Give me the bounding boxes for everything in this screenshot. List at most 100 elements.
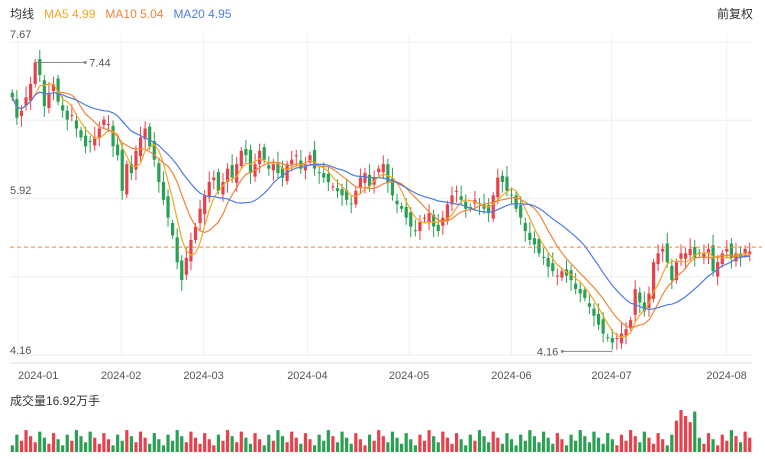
- candle-body: [418, 222, 422, 232]
- volume-bar: [615, 445, 619, 452]
- volume-bar: [555, 433, 559, 452]
- volume-bar: [225, 430, 230, 452]
- candle-body: [624, 329, 628, 336]
- volume-bar: [509, 439, 514, 452]
- volume-bar: [390, 431, 395, 452]
- candle-body: [720, 253, 724, 265]
- volume-bar: [587, 442, 592, 452]
- volume-bar: [418, 434, 422, 452]
- ma5-line: [11, 83, 750, 338]
- candle-body: [706, 248, 711, 254]
- volume-bar: [642, 431, 646, 452]
- volume-bar: [148, 443, 152, 452]
- volume-bar: [638, 442, 642, 452]
- candle-body: [647, 293, 651, 308]
- x-tick-label: 2024-04: [287, 370, 327, 382]
- candle-body: [734, 253, 738, 262]
- grid: [10, 34, 752, 364]
- candle-body: [459, 196, 463, 200]
- adjust-price-toggle[interactable]: 前复权: [716, 7, 753, 21]
- volume-bar: [601, 443, 605, 452]
- volume-bar: [514, 445, 518, 452]
- candle-body: [656, 253, 660, 265]
- volume-bar: [363, 445, 367, 452]
- candle-body: [180, 260, 184, 281]
- candle-body: [152, 140, 156, 160]
- volume-bar: [74, 430, 79, 452]
- volume-bar: [51, 433, 56, 452]
- candle-body: [523, 223, 527, 232]
- volume-bar: [725, 440, 729, 452]
- volume-bar: [248, 443, 253, 452]
- volume-bar: [629, 430, 633, 452]
- candle-body: [161, 182, 166, 200]
- candle-body: [551, 263, 555, 272]
- candle-body: [400, 206, 404, 209]
- volume-bar: [19, 440, 24, 452]
- candle-body: [651, 262, 656, 299]
- volume-bar: [381, 436, 385, 452]
- volume-bar: [267, 434, 271, 452]
- volume-bar: [106, 439, 111, 452]
- candle-body: [537, 239, 541, 254]
- legend-ma10: MA10 5.04: [105, 7, 164, 21]
- candle-body: [377, 168, 381, 173]
- candle-body: [83, 135, 88, 147]
- candle-body: [381, 164, 385, 173]
- candle-body: [363, 173, 367, 183]
- candle-body: [674, 262, 679, 281]
- candle-body: [413, 230, 417, 232]
- candle-body: [514, 195, 518, 209]
- volume-bar: [711, 439, 715, 452]
- candle-body: [308, 155, 312, 163]
- volume-bar: [33, 442, 37, 452]
- volume-bar: [491, 431, 495, 452]
- candle-body: [106, 124, 111, 126]
- volume-bar: [56, 439, 60, 452]
- volume-bar: [212, 445, 216, 452]
- volume-bar: [377, 430, 381, 452]
- candle-body: [390, 178, 395, 196]
- candle-body: [47, 92, 51, 108]
- volume-bar: [697, 437, 701, 452]
- candle-body: [661, 248, 665, 252]
- candle-body: [578, 289, 582, 294]
- candle-body: [532, 238, 537, 245]
- candle-body: [335, 188, 340, 191]
- volume-bar: [166, 434, 170, 452]
- candle-body: [56, 78, 60, 102]
- candles: [10, 50, 752, 350]
- max-annotation-dot: [83, 61, 87, 65]
- candle-body: [267, 165, 271, 169]
- candle-body: [454, 190, 459, 192]
- volume-bar: [349, 443, 353, 452]
- volume-bar: [184, 442, 188, 452]
- volume-bar: [280, 436, 285, 452]
- candle-body: [670, 265, 674, 281]
- x-tick-label: 2024-06: [491, 370, 531, 382]
- candle-body: [560, 271, 564, 278]
- candle-body: [235, 164, 239, 183]
- min-annotation-dot: [560, 349, 564, 353]
- candle-body: [519, 205, 523, 218]
- volume-bar: [454, 433, 459, 452]
- volume-bar: [688, 422, 692, 452]
- volume-bar: [65, 434, 69, 452]
- candle-body: [693, 247, 697, 258]
- candle-body: [601, 319, 605, 334]
- candle-body: [212, 177, 216, 181]
- candle-body: [239, 150, 243, 166]
- candle-body: [491, 195, 495, 219]
- legend: 均线 MA5 4.99 MA10 5.04 MA20 4.95: [10, 6, 231, 22]
- candle-body: [317, 172, 321, 174]
- volume-bar: [487, 442, 491, 452]
- candle-body: [216, 172, 221, 191]
- volume-bar: [400, 443, 404, 452]
- volume-bar: [523, 440, 527, 452]
- volume-bar: [42, 437, 46, 452]
- volume-bar: [592, 431, 596, 452]
- candle-body: [743, 248, 747, 255]
- candle-body: [138, 137, 143, 157]
- volume-bar: [170, 440, 175, 452]
- x-tick-label: 2024-02: [101, 370, 141, 382]
